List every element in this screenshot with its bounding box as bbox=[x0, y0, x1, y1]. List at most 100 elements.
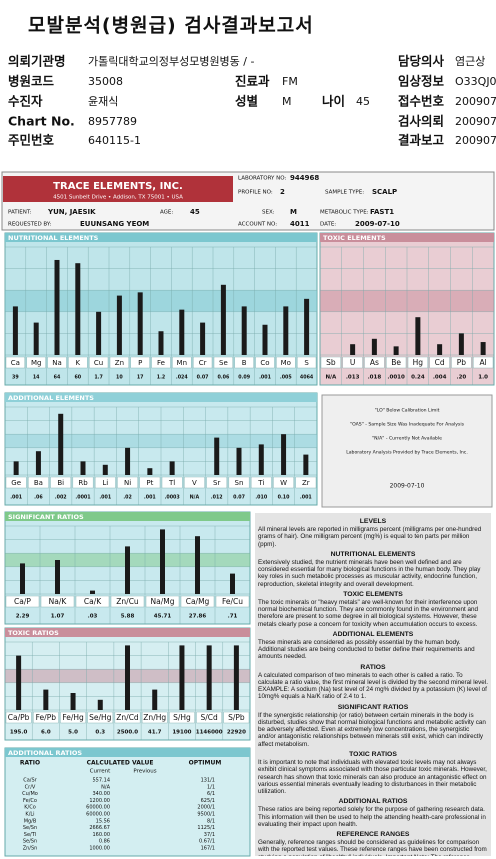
element-label: Mo bbox=[281, 359, 291, 367]
element-label: Zn/Hg bbox=[143, 713, 166, 722]
bar bbox=[96, 311, 102, 355]
bar bbox=[90, 590, 95, 594]
bar bbox=[147, 468, 153, 475]
notes-column: LEVELS All mineral levels are reported in… bbox=[255, 513, 491, 856]
field-label: 주민번호 bbox=[8, 133, 55, 148]
table-cell: 167/1 bbox=[201, 846, 215, 852]
result-value: 0.07 bbox=[197, 375, 209, 381]
field-label: 의뢰기관명 bbox=[8, 54, 66, 69]
result-value: 2.29 bbox=[16, 614, 30, 620]
result-value: .001 bbox=[10, 495, 22, 501]
field-label: 성별 bbox=[235, 94, 258, 109]
bar bbox=[480, 342, 486, 355]
result-value: 1146000 bbox=[196, 730, 223, 736]
element-label: S/Hg bbox=[173, 713, 191, 722]
table-cell: Fe/Co bbox=[23, 798, 37, 804]
table-cell: 1/1 bbox=[207, 784, 215, 790]
note-text: A calculated comparison of two minerals … bbox=[258, 671, 488, 701]
note-text: Extensively studied, the nutrient minera… bbox=[258, 559, 481, 588]
label-cell bbox=[223, 711, 250, 724]
field-value: FM bbox=[282, 75, 298, 88]
note-text: The toxic minerals or "heavy metals" are… bbox=[258, 599, 479, 628]
note-text: If the synergistic relationship (or rati… bbox=[258, 711, 486, 748]
bar bbox=[258, 444, 264, 475]
bar bbox=[169, 461, 175, 475]
element-label: Ca/Pb bbox=[8, 713, 30, 722]
report-label: METABOLIC TYPE: bbox=[320, 210, 369, 216]
field-label: 나이 bbox=[322, 94, 345, 109]
note-heading: TOXIC ELEMENTS bbox=[343, 590, 403, 598]
bar bbox=[116, 295, 122, 355]
bar bbox=[20, 563, 25, 594]
label-cell bbox=[213, 356, 233, 369]
bar bbox=[54, 259, 60, 355]
result-value: .001 bbox=[144, 495, 156, 501]
bar bbox=[393, 346, 399, 355]
result-value: 5.88 bbox=[121, 614, 135, 620]
table-cell: 60000.00 bbox=[86, 812, 110, 818]
element-label: Zn/Cu bbox=[116, 597, 139, 606]
table-cell: Se/Sn bbox=[23, 839, 37, 845]
result-value: .0001 bbox=[75, 495, 90, 501]
result-value: 60 bbox=[74, 375, 81, 381]
result-value: .001 bbox=[99, 495, 111, 501]
report-label: SEX: bbox=[262, 210, 275, 216]
result-value: 0.09 bbox=[238, 375, 250, 381]
label-cell bbox=[297, 356, 317, 369]
logo bbox=[3, 176, 233, 202]
bar bbox=[262, 324, 268, 355]
label-cell bbox=[161, 476, 183, 489]
result-value: .004 bbox=[433, 375, 447, 381]
bar bbox=[125, 546, 130, 594]
bar bbox=[70, 693, 76, 710]
bar bbox=[58, 413, 64, 475]
report-value: SCALP bbox=[372, 188, 397, 196]
result-value: .06 bbox=[34, 495, 43, 501]
result-value: 10 bbox=[116, 375, 123, 381]
label-cell bbox=[68, 356, 88, 369]
result-value: .001 bbox=[300, 495, 312, 501]
bar bbox=[281, 434, 287, 475]
table-cell: 0.67/1 bbox=[199, 839, 215, 845]
result-value: 0.06 bbox=[217, 375, 229, 381]
result-value: 0.3 bbox=[95, 730, 105, 736]
field-value: M bbox=[282, 95, 292, 108]
element-label: Hg bbox=[413, 358, 424, 367]
result-value: .024 bbox=[176, 375, 188, 381]
bar bbox=[371, 338, 377, 355]
bar bbox=[458, 333, 464, 355]
table-cell: 131/1 bbox=[201, 778, 215, 784]
label-cell bbox=[215, 595, 250, 608]
field-label: 담당의사 bbox=[398, 54, 445, 69]
element-label: As bbox=[370, 358, 379, 367]
report-value: 4011 bbox=[290, 220, 310, 228]
element-label: Zn/Cd bbox=[116, 713, 139, 722]
result-value: .001 bbox=[259, 375, 271, 381]
result-value: 1.7 bbox=[94, 375, 103, 381]
bar bbox=[160, 529, 165, 594]
label-cell bbox=[273, 476, 294, 489]
label-cell bbox=[139, 476, 161, 489]
label-cell bbox=[5, 476, 27, 489]
label-cell bbox=[117, 476, 138, 489]
panel-title-bg bbox=[5, 628, 250, 637]
report-label: REQUESTED BY: bbox=[8, 222, 52, 228]
report-label: PATIENT: bbox=[8, 210, 32, 216]
element-label: Cd bbox=[435, 358, 445, 367]
bar bbox=[206, 645, 212, 710]
element-label: Na/K bbox=[49, 597, 68, 606]
panel-title-bg bbox=[5, 233, 317, 242]
field-label: 수진자 bbox=[8, 94, 43, 109]
element-label: Mg bbox=[31, 359, 41, 367]
label-cell bbox=[172, 356, 192, 369]
bar bbox=[241, 306, 247, 355]
legend-line: Laboratory Analysis Provided by Trace El… bbox=[346, 450, 468, 456]
subcolumn-header: Previous bbox=[133, 769, 156, 775]
bar bbox=[437, 344, 443, 355]
table-cell: Zn/Sn bbox=[23, 846, 38, 852]
result-value: 41.7 bbox=[148, 730, 162, 736]
field-value: 2009070 bbox=[455, 95, 496, 108]
element-label: Ca/P bbox=[14, 597, 31, 606]
table-cell: Cr/V bbox=[25, 784, 36, 790]
element-label: Ni bbox=[124, 479, 131, 487]
